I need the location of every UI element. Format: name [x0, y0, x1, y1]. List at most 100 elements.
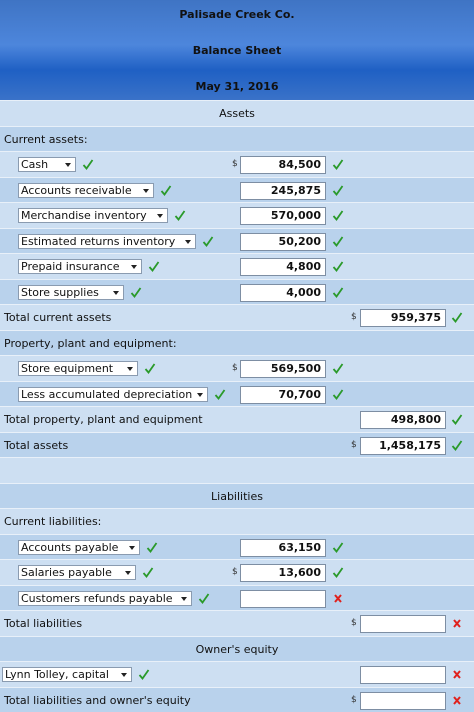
dropdown-text: Prepaid insurance: [21, 260, 120, 273]
dropdown-text: Lynn Tolley, capital: [5, 668, 109, 681]
amount-input[interactable]: 63,150: [240, 538, 326, 557]
correct-icon: [174, 210, 186, 221]
amount-input[interactable]: 570,000: [240, 207, 326, 225]
table-row: Store supplies 4,000: [0, 278, 474, 304]
table-row: Customers refunds payable: [0, 584, 474, 610]
table-row: Store equipment $569,500: [0, 355, 474, 381]
account-dropdown[interactable]: Store equipment: [18, 361, 138, 376]
dropdown-arrow: [197, 392, 203, 397]
amount-input[interactable]: 84,500: [240, 156, 326, 174]
correct-icon: [332, 159, 344, 170]
correct-icon: [160, 184, 172, 196]
correct-icon: [148, 261, 160, 272]
account-dropdown[interactable]: Prepaid insurance: [18, 259, 142, 274]
account-dropdown[interactable]: Estimated returns inventory: [18, 233, 196, 249]
row-label: Current assets:: [4, 132, 88, 146]
correct-icon: [332, 286, 344, 298]
account-dropdown[interactable]: Less accumulated depreciation: [18, 386, 208, 402]
table-row: Assets: [0, 100, 474, 126]
currency-symbol: $: [232, 159, 238, 169]
table-row: Accounts payable 63,150: [0, 533, 474, 559]
currency-symbol: $: [351, 439, 357, 450]
dropdown-arrow: [129, 545, 135, 550]
table-row: Owner's equity: [0, 635, 474, 661]
correct-icon: [130, 286, 142, 298]
correct-icon: [82, 159, 94, 170]
dropdown-arrow: [121, 673, 127, 677]
table-row: Accounts receivable 245,875: [0, 176, 474, 202]
dropdown-text: Accounts payable: [21, 540, 119, 554]
table-row: Lynn Tolley, capital: [0, 661, 474, 687]
account-dropdown[interactable]: Merchandise inventory: [18, 208, 168, 223]
table-row: Total liabilities and owner's equity $: [0, 686, 474, 712]
total-input[interactable]: [360, 615, 446, 633]
table-row: Current liabilities:: [0, 508, 474, 534]
dropdown-arrow: [127, 367, 133, 371]
incorrect-icon: [453, 670, 461, 679]
table-row: Cash $84,500: [0, 151, 474, 177]
section-heading: Liabilities: [211, 489, 263, 503]
amount-input[interactable]: 4,000: [240, 283, 326, 302]
amount-input[interactable]: 13,600: [240, 564, 326, 582]
dropdown-arrow: [113, 290, 119, 295]
correct-icon: [332, 210, 344, 221]
table-row: Prepaid insurance 4,800: [0, 253, 474, 279]
table-row: Property, plant and equipment:: [0, 329, 474, 355]
dropdown-text: Salaries payable: [21, 566, 112, 579]
total-input[interactable]: 959,375: [360, 309, 446, 327]
dropdown-text: Customers refunds payable: [21, 591, 173, 605]
account-dropdown[interactable]: Store supplies: [18, 284, 124, 300]
total-input[interactable]: [360, 666, 446, 684]
row-label: Total property, plant and equipment: [4, 413, 203, 426]
amount-input[interactable]: [240, 589, 326, 608]
currency-symbol: $: [232, 363, 238, 373]
dropdown-arrow: [125, 571, 131, 575]
total-input[interactable]: 498,800: [360, 411, 446, 429]
amount-input[interactable]: 569,500: [240, 360, 326, 378]
correct-icon: [451, 439, 463, 451]
table-row: Total current assets $959,375: [0, 304, 474, 330]
incorrect-icon: [334, 593, 342, 603]
account-dropdown[interactable]: Customers refunds payable: [18, 590, 192, 606]
total-input[interactable]: 1,458,175: [360, 436, 446, 455]
total-input[interactable]: [360, 691, 446, 710]
correct-icon: [332, 261, 344, 272]
account-dropdown[interactable]: Cash: [18, 157, 76, 172]
row-label: Property, plant and equipment:: [4, 336, 177, 350]
table-row: Total assets $1,458,175: [0, 431, 474, 457]
correct-icon: [142, 567, 154, 578]
currency-symbol: $: [351, 618, 357, 628]
currency-symbol: $: [351, 312, 357, 322]
correct-icon: [332, 567, 344, 578]
amount-input[interactable]: 50,200: [240, 232, 326, 251]
statement-title: Balance Sheet: [192, 44, 282, 57]
account-dropdown[interactable]: Lynn Tolley, capital: [2, 667, 132, 682]
table-row: Merchandise inventory 570,000: [0, 202, 474, 228]
amount-input[interactable]: 4,800: [240, 258, 326, 276]
correct-icon: [332, 541, 344, 553]
correct-icon: [451, 312, 463, 323]
account-dropdown[interactable]: Salaries payable: [18, 565, 136, 580]
dropdown-text: Less accumulated depreciation: [21, 387, 193, 401]
dropdown-text: Merchandise inventory: [21, 209, 147, 222]
account-dropdown[interactable]: Accounts receivable: [18, 182, 154, 198]
account-dropdown[interactable]: Accounts payable: [18, 539, 140, 555]
correct-icon: [214, 388, 226, 400]
table-row: [0, 457, 474, 483]
table-row: Salaries payable $13,600: [0, 559, 474, 585]
incorrect-icon: [453, 695, 461, 705]
amount-input[interactable]: 70,700: [240, 385, 326, 404]
company-name: Palisade Creek Co.: [179, 8, 295, 21]
row-label: Current liabilities:: [4, 515, 102, 528]
dropdown-arrow: [143, 188, 149, 193]
dropdown-arrow: [65, 163, 71, 167]
statement-date: May 31, 2016: [195, 80, 279, 93]
table-row: Total liabilities $: [0, 610, 474, 636]
table-row: Liabilities: [0, 482, 474, 508]
amount-input[interactable]: 245,875: [240, 181, 326, 200]
currency-symbol: $: [232, 567, 238, 577]
correct-icon: [202, 235, 214, 247]
table-row: Estimated returns inventory 50,200: [0, 227, 474, 253]
incorrect-icon: [453, 619, 461, 628]
